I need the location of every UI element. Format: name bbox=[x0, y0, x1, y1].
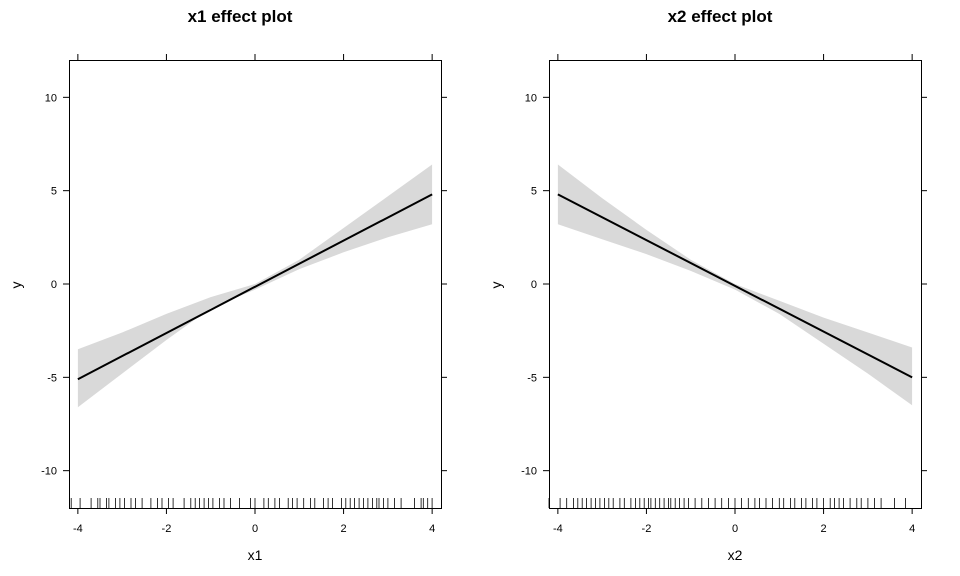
y-axis-label: y bbox=[488, 282, 504, 289]
x-tick-label: 4 bbox=[909, 523, 915, 535]
x-axis-label: x2 bbox=[728, 547, 743, 563]
rug-group bbox=[548, 498, 906, 508]
fit-line-group bbox=[77, 193, 433, 381]
x-tick-label: 0 bbox=[732, 523, 738, 535]
y-axis-label: y bbox=[8, 282, 24, 289]
y-tick-label: 10 bbox=[525, 92, 537, 104]
y-tick-label: 5 bbox=[51, 186, 57, 198]
y-tick-label: -10 bbox=[41, 466, 57, 478]
x-tick-labels: -4 -2 0 2 4 bbox=[73, 523, 435, 535]
x-tick-label: -2 bbox=[642, 523, 652, 535]
rug-group bbox=[70, 498, 433, 508]
x2-effect-panel: x2 effect plot -4 -2 0 2 4 -10 -5 0 5 10 x2 y bbox=[488, 7, 927, 563]
axis-ticks bbox=[543, 54, 927, 514]
panel-title: x1 effect plot bbox=[188, 7, 293, 26]
y-tick-label: 5 bbox=[531, 186, 537, 198]
panel-title: x2 effect plot bbox=[668, 7, 773, 26]
x-tick-label: 0 bbox=[252, 523, 258, 535]
y-tick-label: -5 bbox=[527, 372, 537, 384]
axis-ticks bbox=[63, 54, 447, 514]
y-tick-label: -10 bbox=[521, 466, 537, 478]
x-tick-label: -2 bbox=[162, 523, 172, 535]
y-tick-label: -5 bbox=[47, 372, 57, 384]
y-tick-label: 0 bbox=[531, 279, 537, 291]
x-tick-labels: -4 -2 0 2 4 bbox=[553, 523, 915, 535]
y-tick-label: 0 bbox=[51, 279, 57, 291]
fitted-line bbox=[77, 193, 433, 381]
y-tick-label: 10 bbox=[45, 92, 57, 104]
y-tick-labels: -10 -5 0 5 10 bbox=[521, 92, 537, 477]
fitted-line bbox=[557, 193, 913, 379]
x-tick-label: -4 bbox=[73, 523, 83, 535]
fit-line-group bbox=[557, 193, 913, 379]
x-axis-label: x1 bbox=[248, 547, 263, 563]
x-tick-label: 4 bbox=[429, 523, 435, 535]
x-tick-label: 2 bbox=[341, 523, 347, 535]
x-tick-label: 2 bbox=[821, 523, 827, 535]
y-tick-labels: -10 -5 0 5 10 bbox=[41, 92, 57, 477]
x1-effect-panel: x1 effect plot -4 -2 0 2 4 -10 -5 0 5 10 x1 y bbox=[8, 7, 447, 563]
x-tick-label: -4 bbox=[553, 523, 563, 535]
